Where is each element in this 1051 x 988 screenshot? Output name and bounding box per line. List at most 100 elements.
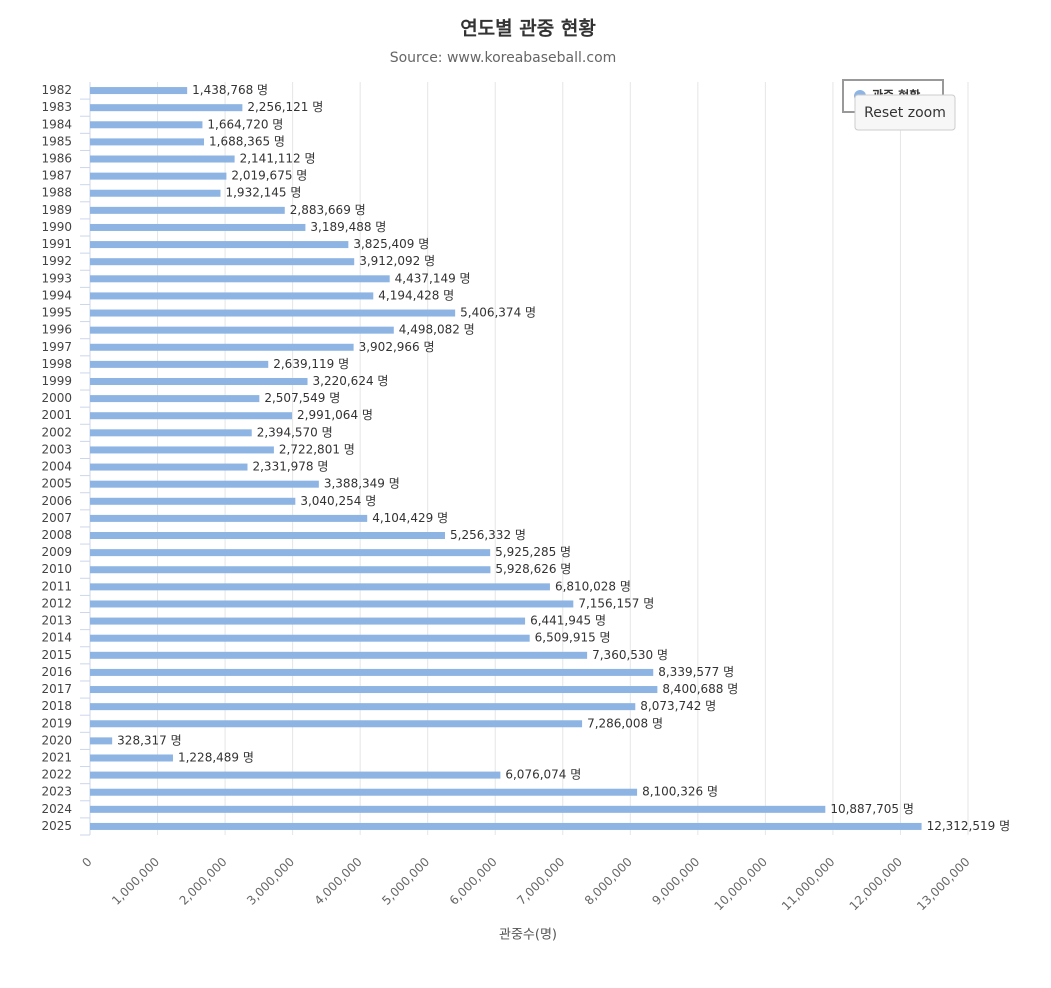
- bar: [90, 600, 574, 608]
- y-tick-label: 1999: [41, 374, 72, 388]
- bar: [90, 377, 308, 385]
- bar: [90, 104, 243, 112]
- x-tick-label: 0: [79, 855, 94, 870]
- bar: [90, 292, 374, 300]
- bar: [90, 514, 368, 522]
- data-label: 3,388,349 명: [324, 477, 400, 491]
- x-tick-label: 11,000,000: [779, 855, 837, 913]
- y-tick-label: 1987: [41, 169, 72, 183]
- bar: [90, 737, 113, 745]
- x-tick-label: 5,000,000: [379, 855, 432, 908]
- data-label: 5,256,332 명: [450, 528, 526, 542]
- y-tick-label: 2008: [41, 528, 72, 542]
- bar: [90, 275, 390, 283]
- bar: [90, 480, 319, 488]
- y-tick-label: 2016: [41, 665, 72, 679]
- data-label: 3,902,966 명: [359, 340, 435, 354]
- bar: [90, 189, 221, 197]
- y-tick-label: 2005: [41, 477, 72, 491]
- x-tick-label: 12,000,000: [847, 855, 905, 913]
- bar: [90, 172, 227, 180]
- y-tick-label: 2017: [41, 682, 72, 696]
- data-label: 3,189,488 명: [310, 220, 386, 234]
- x-tick-label: 9,000,000: [649, 855, 702, 908]
- chart-subtitle: Source: www.koreabaseball.com: [390, 50, 617, 66]
- data-label: 3,220,624 명: [313, 374, 389, 388]
- y-tick-label: 1992: [41, 254, 72, 268]
- bar: [90, 617, 526, 625]
- data-label: 6,441,945 명: [530, 614, 606, 628]
- data-label: 5,406,374 명: [460, 306, 536, 320]
- data-label: 5,925,285 명: [495, 545, 571, 559]
- data-label: 8,100,326 명: [642, 785, 718, 799]
- reset-zoom-button[interactable]: Reset zoom: [854, 94, 956, 131]
- data-label: 12,312,519 명: [927, 819, 1011, 833]
- data-label: 4,104,429 명: [372, 511, 448, 525]
- data-label: 2,141,112 명: [240, 152, 316, 166]
- y-tick-label: 2010: [41, 562, 72, 576]
- data-label: 1,438,768 명: [192, 83, 268, 97]
- y-tick-label: 1998: [41, 357, 72, 371]
- data-label: 7,156,157 명: [578, 596, 654, 610]
- bar: [90, 549, 491, 557]
- bar: [90, 703, 636, 711]
- data-label: 6,076,074 명: [505, 768, 581, 782]
- data-label: 1,688,365 명: [209, 134, 285, 148]
- y-tick-label: 1994: [41, 288, 72, 302]
- y-tick-label: 1991: [41, 237, 72, 251]
- bar: [90, 395, 260, 403]
- y-tick-label: 2024: [41, 802, 72, 816]
- data-label: 6,810,028 명: [555, 579, 631, 593]
- x-tick-label: 8,000,000: [582, 855, 635, 908]
- y-tick-label: 1996: [41, 323, 72, 337]
- bar: [90, 429, 252, 437]
- y-tick-label: 1982: [41, 83, 72, 97]
- x-axis-title: 관중수(명): [499, 928, 557, 943]
- y-tick-label: 2003: [41, 442, 72, 456]
- y-tick-label: 1983: [41, 100, 72, 114]
- chart-title: 연도별 관중 현황: [460, 17, 596, 40]
- bar: [90, 463, 248, 471]
- data-label: 2,331,978 명: [252, 460, 328, 474]
- x-tick-label: 7,000,000: [514, 855, 567, 908]
- data-label: 5,928,626 명: [495, 562, 571, 576]
- y-tick-label: 1986: [41, 152, 72, 166]
- bar: [90, 223, 306, 231]
- bar: [90, 497, 296, 505]
- y-tick-label: 2012: [41, 596, 72, 610]
- y-tick-label: 2000: [41, 391, 72, 405]
- y-tick-label: 2018: [41, 699, 72, 713]
- y-tick-label: 1984: [41, 117, 72, 131]
- bar: [90, 343, 354, 351]
- bar: [90, 121, 203, 129]
- bar: [90, 686, 658, 694]
- x-tick-label: 10,000,000: [711, 855, 769, 913]
- y-tick-label: 2004: [41, 460, 72, 474]
- y-tick-label: 1993: [41, 271, 72, 285]
- y-tick-label: 2023: [41, 785, 72, 799]
- data-label: 3,825,409 명: [353, 237, 429, 251]
- y-tick-label: 1995: [41, 306, 72, 320]
- y-tick-label: 2006: [41, 494, 72, 508]
- bar: [90, 241, 349, 249]
- x-tick-label: 4,000,000: [312, 855, 365, 908]
- bar: [90, 566, 491, 574]
- bar: [90, 326, 394, 334]
- y-tick-label: 2013: [41, 614, 72, 628]
- y-tick-label: 2020: [41, 733, 72, 747]
- x-tick-label: 1,000,000: [109, 855, 162, 908]
- data-label: 6,509,915 명: [535, 631, 611, 645]
- bar: [90, 771, 501, 779]
- y-tick-label: 1990: [41, 220, 72, 234]
- y-tick-label: 2021: [41, 750, 72, 764]
- data-label: 3,040,254 명: [300, 494, 376, 508]
- bar: [90, 822, 922, 830]
- bar: [90, 805, 826, 813]
- x-tick-label: 13,000,000: [914, 855, 972, 913]
- y-tick-label: 2011: [41, 579, 72, 593]
- y-tick-label: 2022: [41, 768, 72, 782]
- data-label: 2,394,570 명: [257, 425, 333, 439]
- x-tick-label: 2,000,000: [177, 855, 230, 908]
- data-label: 2,019,675 명: [231, 169, 307, 183]
